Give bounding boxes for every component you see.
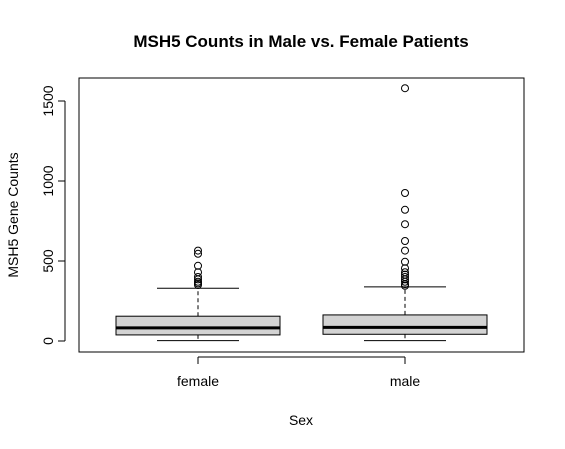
plot-area (78, 77, 525, 353)
outlier-point (401, 246, 409, 255)
outlier-point (194, 281, 202, 289)
box-iqr (322, 314, 488, 335)
x-tick-label: female (177, 373, 219, 389)
outlier-point (401, 277, 409, 286)
outlier-point (401, 84, 409, 93)
y-tick-label: 1500 (40, 85, 56, 116)
y-axis: 0 500 1000 1500 (40, 85, 66, 345)
box-iqr (115, 315, 281, 336)
y-tick-label: 1000 (40, 165, 56, 196)
y-tick-label: 0 (40, 337, 56, 345)
plot-frame (78, 77, 525, 353)
outlier-point (401, 237, 409, 245)
y-axis-label: MSH5 Gene Counts (5, 152, 21, 277)
outlier-point (194, 275, 202, 284)
box-group-female (115, 246, 281, 342)
box-group-male (322, 84, 488, 342)
x-tick-label: male (390, 373, 421, 389)
outlier-point (194, 273, 202, 281)
outlier-point (194, 246, 202, 255)
outlier-point (401, 264, 409, 273)
x-axis-label: Sex (289, 412, 313, 428)
x-axis: female male (177, 356, 421, 389)
outlier-point (194, 261, 202, 270)
outlier-point (401, 205, 409, 214)
outlier-point (401, 189, 409, 197)
chart-title: MSH5 Counts in Male vs. Female Patients (133, 32, 468, 51)
outlier-point (401, 275, 409, 284)
outlier-point (401, 220, 409, 229)
outlier-point (401, 257, 409, 266)
outlier-point (401, 281, 409, 290)
y-tick-label: 500 (40, 249, 56, 273)
outlier-point (194, 249, 202, 258)
